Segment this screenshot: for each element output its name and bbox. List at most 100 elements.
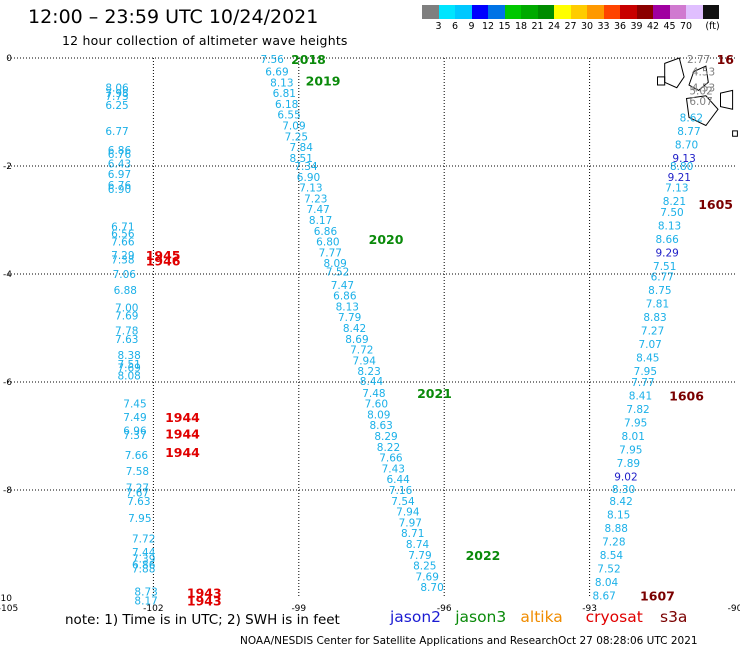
pass-time-label: 1945 [146, 248, 181, 263]
x-tick-label: -90 [728, 604, 740, 614]
swh-reading: 4.53 [692, 67, 715, 79]
y-tick-label: -8 [3, 486, 12, 496]
swh-reading: 7.66 [111, 237, 135, 249]
swh-reading: 8.74 [406, 539, 430, 551]
swh-reading: 6.56 [111, 229, 135, 241]
pass-time-label: 2022 [466, 548, 501, 563]
swh-reading: 6.86 [108, 145, 132, 157]
swh-reading: 8.42 [343, 323, 366, 335]
swh-reading: 7.50 [660, 207, 683, 219]
swh-reading: 8.70 [420, 582, 443, 594]
swh-reading: 9.13 [672, 153, 695, 165]
scale-swatch [686, 5, 703, 19]
swh-reading: 7.88 [132, 563, 155, 575]
swh-reading: 5.02 [689, 85, 712, 97]
pass-time-label: 1944 [165, 426, 200, 441]
swh-reading: 8.70 [675, 139, 698, 151]
swh-reading: 8.23 [357, 366, 380, 378]
scale-swatch [438, 5, 455, 19]
swh-reading: 7.47 [306, 204, 329, 216]
swh-reading: 7.52 [326, 266, 349, 278]
swh-reading: 6.86 [314, 226, 338, 238]
swh-reading: 6.88 [114, 285, 137, 297]
scale-label: 6 [451, 21, 459, 32]
swh-reading: 6.43 [108, 158, 131, 170]
island-outline [685, 95, 719, 127]
swh-reading: 7.07 [638, 339, 661, 351]
swh-reading: 8.44 [360, 376, 384, 388]
y-tick-label: -2 [3, 162, 12, 172]
scale-label: (ft) [705, 21, 720, 32]
swh-reading: 7.94 [353, 355, 377, 367]
scale-swatch [554, 5, 571, 19]
swh-reading: 7.98 [105, 88, 128, 100]
legend-s3a: s3a [660, 608, 688, 626]
swh-reading: 8.41 [629, 391, 652, 403]
page-title: 12:00 – 23:59 UTC 10/24/2021 [28, 6, 319, 28]
swh-reading: 8.38 [117, 350, 140, 362]
swh-reading: 7.60 [365, 399, 388, 411]
swh-reading: 6.76 [108, 149, 132, 161]
swh-reading: 6.44 [386, 474, 410, 486]
color-scale-swatches [422, 5, 719, 19]
x-tick-label: -93 [582, 604, 597, 614]
x-tick-label: -99 [291, 604, 306, 614]
swh-reading: 7.28 [602, 536, 625, 548]
swh-reading: 6.96 [123, 426, 147, 438]
swh-reading: 7.00 [115, 302, 138, 314]
swh-reading: 8.17 [134, 596, 157, 608]
scale-label: 70 [679, 21, 693, 32]
swh-reading: 7.16 [389, 485, 413, 497]
swh-reading: 8.73 [134, 587, 157, 599]
swh-reading: 6.86 [333, 291, 357, 303]
scale-label: 21 [531, 21, 544, 32]
swh-reading: 7.95 [624, 418, 647, 430]
island-outline [657, 76, 666, 86]
swh-reading: 7.79 [408, 550, 431, 562]
swh-reading: 8.25 [413, 561, 436, 573]
swh-reading: 8.63 [369, 420, 392, 432]
swh-reading: 8.69 [345, 334, 368, 346]
swh-reading: 7.47 [331, 280, 354, 292]
scale-swatch [620, 5, 637, 19]
swh-reading: 8.67 [592, 590, 615, 602]
swh-reading: 8.09 [367, 409, 390, 421]
swh-reading: 8.51 [290, 153, 313, 165]
legend-jason2: jason2 [390, 608, 442, 626]
swh-reading: 6.55 [277, 110, 300, 122]
swh-reading: 7.72 [132, 534, 155, 546]
pass-time-label: 1606 [669, 389, 704, 404]
swh-reading: 6.77 [105, 126, 128, 138]
pass-time-label: 2021 [417, 386, 452, 401]
swh-reading: 2.77 [687, 54, 710, 66]
swh-reading: 7.27 [641, 326, 664, 338]
swh-reading: 8.21 [663, 196, 686, 208]
x-tick-label: -102 [143, 604, 163, 614]
swh-reading: 8.08 [117, 371, 140, 383]
scale-swatch [521, 5, 538, 19]
swh-reading: 8.83 [643, 312, 666, 324]
swh-reading: 7.67 [126, 488, 149, 500]
swh-reading: 7.66 [379, 453, 403, 465]
swh-reading: 6.90 [108, 184, 131, 196]
y-tick-label: -6 [3, 378, 12, 388]
swh-reading: 9.02 [614, 472, 637, 484]
legend-altika: altika [520, 608, 563, 626]
swh-reading: 7.89 [617, 458, 640, 470]
swh-reading: 8.13 [270, 77, 293, 89]
swh-reading: 7.69 [115, 311, 138, 323]
color-scale: 3 6 9 12 15 18 21 24 27 30 33 36 39 42 45 70 (ft) [422, 5, 720, 33]
scale-label: 42 [646, 21, 660, 32]
swh-reading: 8.71 [401, 528, 424, 540]
swh-reading: 7.43 [382, 463, 405, 475]
swh-reading: 6.97 [108, 169, 131, 181]
swh-reading: 8.04 [595, 577, 619, 589]
pass-time-label: 1944 [165, 410, 200, 425]
scale-label: 27 [564, 21, 577, 32]
scale-swatch [603, 5, 620, 19]
swh-reading: 6.86 [132, 560, 156, 572]
scale-label: 24 [547, 21, 561, 32]
swh-reading: 7.34 [294, 161, 318, 173]
swh-reading: 8.17 [309, 215, 332, 227]
